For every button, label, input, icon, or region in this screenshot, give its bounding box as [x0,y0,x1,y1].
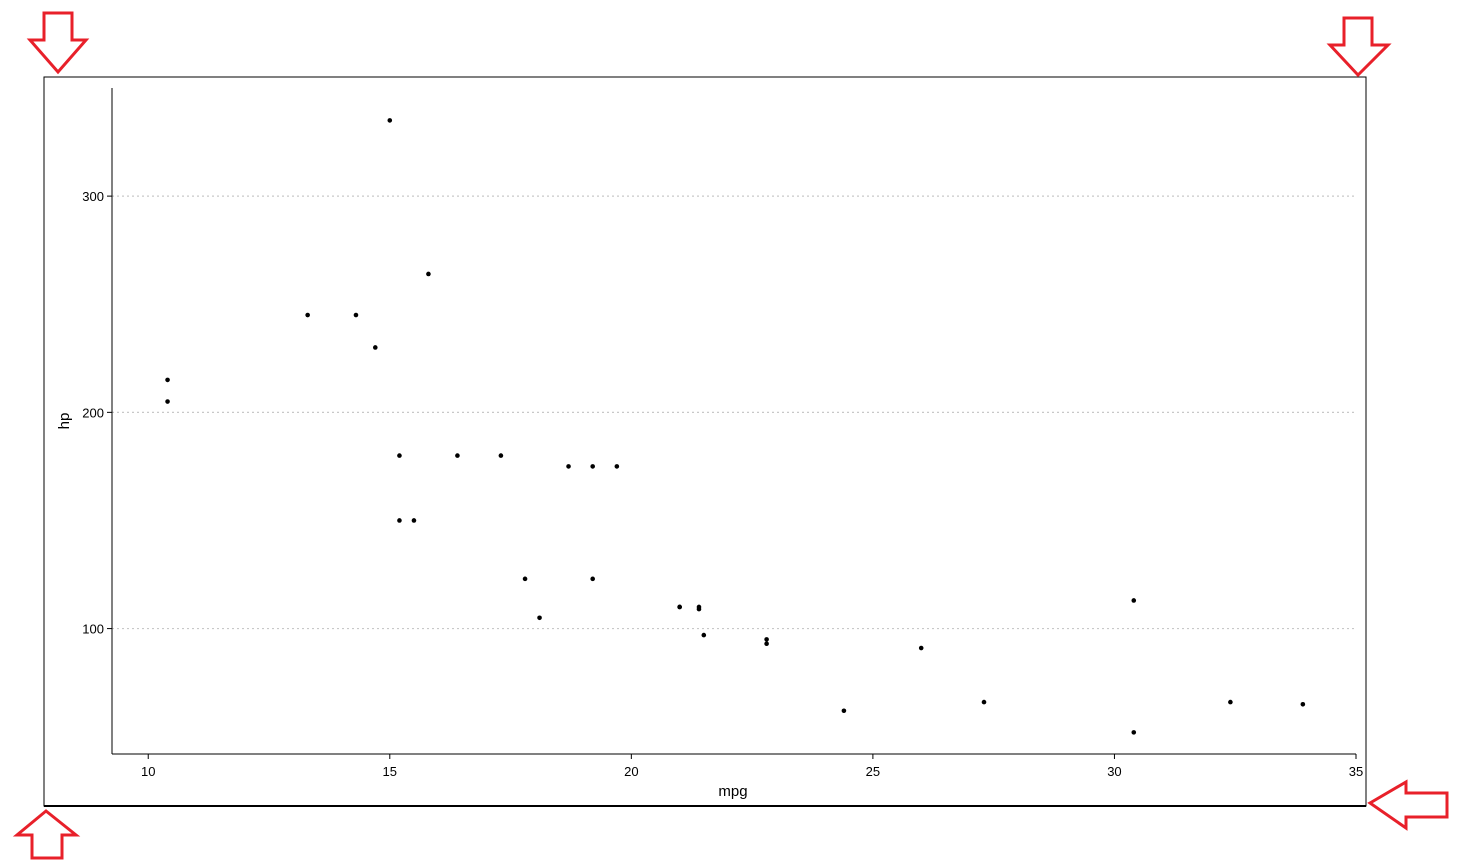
y-tick-label: 300 [82,189,104,204]
data-point [305,312,310,318]
x-axis-ticks: 10 15 20 25 30 35 [141,754,1363,779]
data-point [981,699,987,705]
data-point [411,518,417,523]
data-point [498,453,504,458]
data-point [537,615,542,621]
data-point [387,118,393,123]
x-tick-label: 35 [1349,764,1363,779]
data-point [165,399,170,404]
data-point [1300,701,1306,707]
arrow-down-icon [1326,16,1392,78]
data-point [1131,598,1137,603]
data-point [764,637,769,642]
data-point [841,708,847,714]
data-point [455,453,460,458]
y-tick-label: 200 [82,405,104,420]
data-point [522,576,528,582]
data-point [918,645,924,651]
arrow-down-icon [26,11,90,75]
x-tick-label: 15 [383,764,397,779]
x-axis-title: mpg [718,783,747,800]
data-point [590,464,595,469]
data-point [353,312,359,318]
x-tick-label: 10 [141,764,155,779]
data-point [426,271,431,277]
data-point [1228,699,1233,705]
y-axis-title: hp [56,413,73,430]
x-tick-label: 20 [624,764,638,779]
x-tick-label: 30 [1107,764,1121,779]
data-point [566,464,571,469]
data-point [701,632,707,638]
outer-frame [43,76,1367,807]
data-point [614,464,620,469]
data-point [764,641,769,647]
scatter-points [165,118,1306,735]
data-point [397,518,402,523]
data-point [165,377,170,383]
data-point [372,345,378,350]
data-point [1131,730,1137,735]
x-tick-label: 25 [866,764,880,779]
y-tick-label: 100 [82,622,104,637]
gridlines [112,195,1356,630]
y-axis-ticks: 100 200 300 [82,189,112,637]
data-point [397,453,402,458]
data-point [696,606,702,612]
data-point [677,604,682,610]
data-point [590,576,595,582]
arrow-left-icon [1367,779,1449,831]
arrow-up-icon [12,809,81,860]
